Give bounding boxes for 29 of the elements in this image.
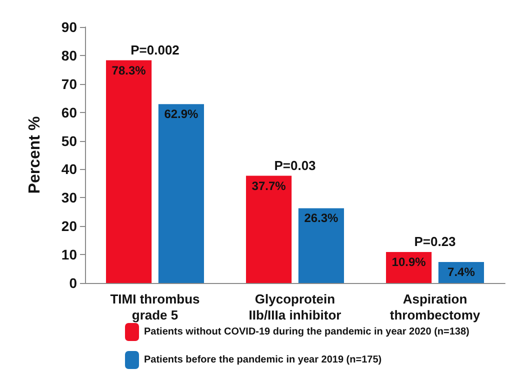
data-label: 26.3% [304,211,339,226]
annotation: P=0.23 [414,234,456,249]
y-tick-label: 0 [69,275,78,291]
y-tick-label: 40 [61,161,78,178]
legend-label: Patients without COVID-19 during the pandemic in year 2020 (n=138) [144,326,470,338]
y-tick-label: 70 [61,76,78,92]
bar [298,208,344,283]
bar [246,176,292,283]
data-label: 10.9% [392,254,426,269]
x-tick-label: Aspiration thrombectomy [390,292,481,322]
data-label: 37.7% [252,178,286,193]
y-tick-label: 30 [61,190,78,206]
y-tick-label: 50 [61,132,78,149]
data-label: 7.4% [448,264,476,279]
y-tick-label: 80 [61,47,78,64]
x-tick-label: TIMI thrombus grade 5 [110,292,200,322]
bar [158,104,204,283]
y-tick-label: 20 [61,218,78,234]
y-tick-label: 60 [61,104,78,120]
data-label: 62.9% [164,107,199,122]
annotation: P=0.03 [274,158,316,173]
bar [106,60,152,283]
legend-label: Patients before the pandemic in year 2019 (n=175) [144,354,382,366]
data-label: 78.3% [112,63,146,78]
y-tick-label: 90 [61,19,78,35]
annotation: P=0.002 [130,42,180,58]
x-tick-label: Glycoprotein IIb/IIIa inhibitor [248,292,342,322]
y-axis-title: Percent % [26,116,44,194]
y-tick-label: 10 [61,246,78,263]
